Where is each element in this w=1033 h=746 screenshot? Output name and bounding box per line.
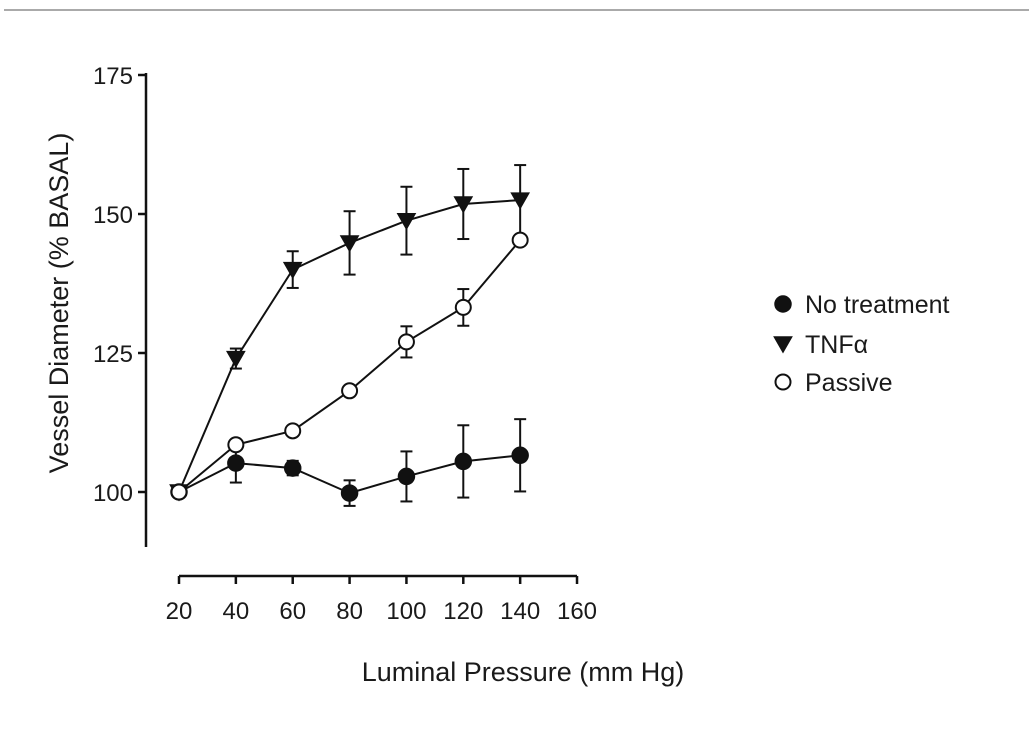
legend-label: Passive bbox=[805, 369, 893, 397]
x-tick-label: 40 bbox=[223, 598, 250, 625]
data-point bbox=[397, 333, 415, 351]
legend-entry: Passive bbox=[774, 369, 893, 397]
data-point bbox=[227, 454, 245, 472]
legend: No treatment TNFα Passive bbox=[773, 291, 950, 397]
y-tick-label: 175 bbox=[93, 63, 133, 90]
data-point bbox=[396, 212, 417, 231]
data-point bbox=[170, 483, 188, 501]
plot-area bbox=[169, 164, 531, 507]
data-point bbox=[284, 422, 302, 440]
legend-marker bbox=[773, 336, 793, 354]
data-point bbox=[282, 261, 303, 280]
legend-label: TNFα bbox=[805, 331, 868, 359]
data-point bbox=[225, 350, 246, 369]
series-0 bbox=[170, 418, 529, 507]
x-axis-label: Luminal Pressure (mm Hg) bbox=[362, 657, 685, 687]
data-point bbox=[227, 436, 245, 454]
y-tick-label: 100 bbox=[93, 480, 133, 507]
series-2 bbox=[170, 231, 529, 501]
data-point bbox=[454, 298, 472, 316]
y-tick-label: 150 bbox=[93, 202, 133, 229]
data-point bbox=[510, 192, 531, 210]
data-point bbox=[397, 467, 416, 486]
x-tick-label: 20 bbox=[166, 598, 193, 625]
y-axis-label: Vessel Diameter (% BASAL) bbox=[44, 133, 74, 474]
legend-marker bbox=[774, 373, 792, 391]
x-tick-label: 60 bbox=[279, 598, 306, 625]
x-tick-label: 140 bbox=[500, 598, 540, 625]
data-point bbox=[453, 196, 474, 214]
series-1 bbox=[169, 164, 531, 502]
x-tick-label: 120 bbox=[443, 598, 483, 625]
data-point bbox=[341, 382, 359, 400]
legend-marker bbox=[774, 295, 792, 313]
x-tick-label: 160 bbox=[557, 598, 597, 625]
data-point bbox=[283, 459, 302, 477]
series-line bbox=[178, 239, 521, 493]
x-tick-label: 80 bbox=[336, 598, 363, 625]
data-point bbox=[454, 452, 473, 471]
y-tick-label: 125 bbox=[93, 341, 133, 368]
data-point bbox=[340, 484, 359, 502]
legend-label: No treatment bbox=[805, 291, 950, 319]
axes: 100 125 150 175 20 40 60 80 100 120 140 160 bbox=[93, 63, 597, 625]
x-tick-label: 100 bbox=[386, 598, 426, 625]
data-point bbox=[511, 446, 529, 465]
data-point bbox=[511, 231, 529, 249]
legend-entry: TNFα bbox=[773, 331, 868, 359]
data-point bbox=[339, 235, 360, 253]
legend-entry: No treatment bbox=[774, 291, 950, 319]
